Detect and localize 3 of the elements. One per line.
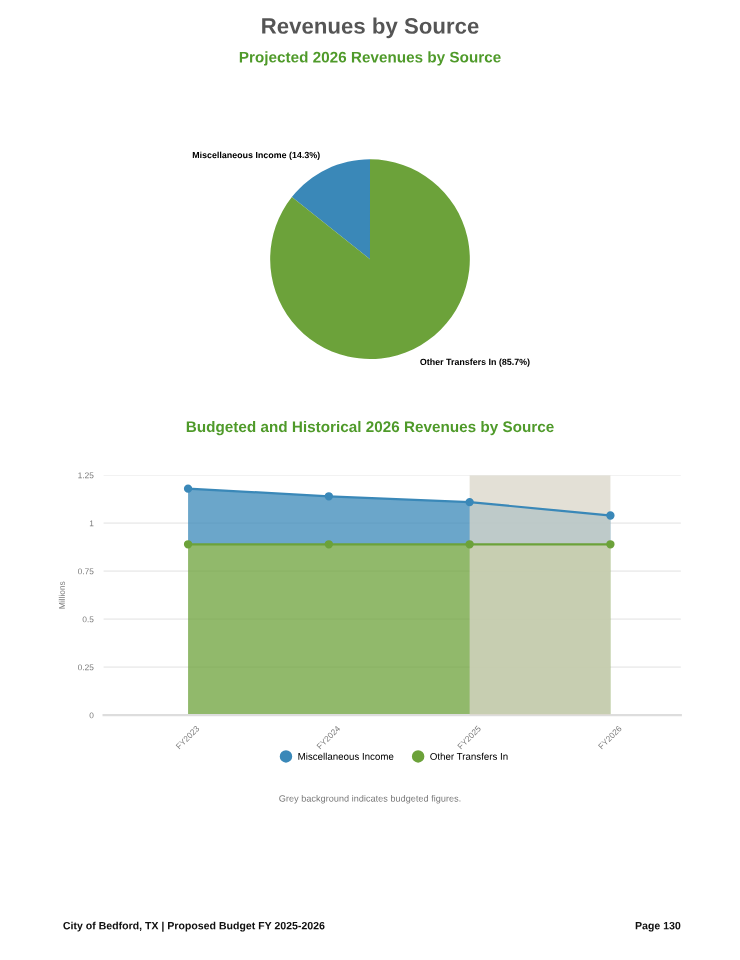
pie-slice — [270, 159, 470, 360]
pie-slice — [291, 159, 370, 260]
chart-title: Revenues by Source — [262, 17, 479, 39]
